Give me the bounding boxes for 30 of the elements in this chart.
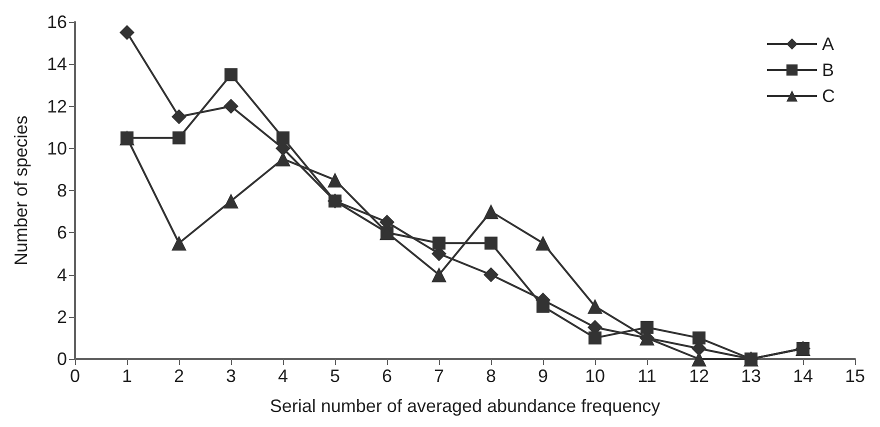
x-tick-label: 9 [538, 366, 548, 386]
x-tick-label: 11 [638, 366, 656, 386]
y-tick-label: 2 [56, 306, 67, 327]
x-tick-label: 7 [434, 366, 444, 386]
x-tick-label: 3 [226, 366, 236, 386]
x-tick-label: 2 [174, 366, 184, 386]
x-tick-label: 6 [382, 366, 392, 386]
y-axis-title: Number of species [11, 115, 31, 266]
x-tick-label: 10 [584, 366, 606, 386]
y-tick-label: 16 [46, 12, 67, 32]
y-tick-label: 12 [46, 96, 67, 116]
y-tick-label: 8 [56, 180, 67, 200]
x-tick-label: 15 [844, 366, 866, 386]
x-tick-label: 8 [486, 366, 496, 386]
legend-label: A [822, 34, 834, 54]
x-axis-title: Serial number of averaged abundance frequency [270, 396, 660, 416]
y-tick-label: 10 [46, 138, 67, 158]
x-tick-label: 13 [740, 366, 762, 386]
y-tick-label: 14 [46, 54, 67, 74]
y-tick-label: 0 [56, 349, 67, 369]
y-tick-label: 6 [56, 222, 67, 243]
x-tick-label: 12 [688, 366, 710, 386]
x-tick-label: 0 [70, 366, 80, 386]
legend-label: B [822, 60, 834, 80]
x-tick-label: 1 [122, 366, 132, 386]
x-tick-label: 14 [792, 366, 814, 386]
x-tick-label: 5 [330, 366, 340, 386]
y-tick-label: 4 [56, 264, 67, 285]
legend-label: C [822, 86, 835, 106]
x-tick-label: 4 [278, 366, 288, 386]
